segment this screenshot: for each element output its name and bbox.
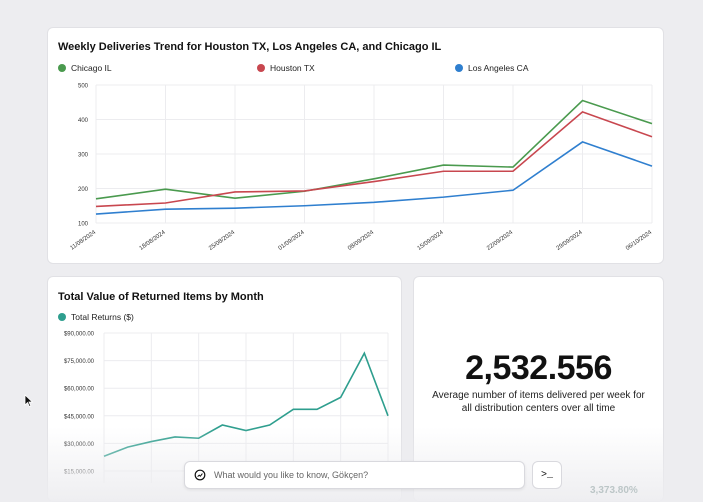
y-tick-label: 300: [78, 153, 89, 159]
x-tick-label: 25/08/2024: [208, 229, 237, 252]
weekly-deliveries-card: Weekly Deliveries Trend for Houston TX, …: [47, 27, 664, 264]
y-tick-label: 500: [78, 84, 89, 90]
weekly-deliveries-chart[interactable]: 100 200 300 400 500 11/08/2024 18/08/2024 25/08…: [48, 28, 664, 264]
legend-label-total-returns: Total Returns ($): [71, 312, 134, 322]
terminal-button[interactable]: >_: [532, 461, 562, 489]
x-tick-label: 01/09/2024: [278, 229, 307, 252]
x-tick-label: 06/10/2024: [625, 229, 654, 252]
y-tick-label: 100: [78, 222, 89, 228]
legend-item-chicago[interactable]: Chicago IL: [58, 63, 112, 73]
legend-dot-houston: [257, 64, 265, 72]
y-tick-label: $90,000.00: [64, 332, 95, 338]
kpi-value: 2,532.556: [465, 349, 612, 387]
weekly-deliveries-title: Weekly Deliveries Trend for Houston TX, …: [58, 41, 442, 53]
y-tick-label: $60,000.00: [64, 387, 95, 393]
y-tick-label: $75,000.00: [64, 359, 95, 365]
series-line-los-angeles-ca: [95, 141, 653, 215]
legend-item-total-returns[interactable]: Total Returns ($): [58, 312, 134, 322]
series-line-houston-tx: [95, 111, 653, 208]
y-tick-label: $15,000.00: [64, 470, 95, 476]
legend-dot-chicago: [58, 64, 66, 72]
legend-label-los-angeles: Los Angeles CA: [468, 63, 529, 73]
legend-label-chicago: Chicago IL: [71, 63, 112, 73]
legend-label-houston: Houston TX: [270, 63, 315, 73]
chat-bubble-icon: [194, 469, 206, 481]
x-tick-label: 08/09/2024: [347, 229, 376, 252]
series-line-chicago-il: [95, 99, 653, 200]
returned-items-title: Total Value of Returned Items by Month: [58, 291, 264, 303]
x-tick-label: 11/08/2024: [69, 229, 97, 251]
legend-dot-los-angeles: [455, 64, 463, 72]
faded-value: 3,373.80%: [590, 485, 638, 496]
y-tick-label: $45,000.00: [64, 414, 95, 420]
legend-dot-total-returns: [58, 313, 66, 321]
mouse-cursor-icon: [24, 394, 34, 408]
ask-bar[interactable]: [184, 461, 525, 489]
legend-item-los-angeles[interactable]: Los Angeles CA: [455, 63, 528, 73]
x-tick-label: 15/09/2024: [417, 229, 446, 252]
ask-input[interactable]: [212, 469, 524, 481]
x-tick-label: 18/08/2024: [139, 229, 168, 252]
kpi-caption: Average number of items delivered per we…: [432, 390, 645, 414]
y-tick-label: $30,000.00: [64, 442, 95, 448]
terminal-icon: >_: [540, 469, 553, 481]
legend-item-houston[interactable]: Houston TX: [257, 63, 315, 73]
y-tick-label: 400: [78, 118, 89, 124]
y-tick-label: 200: [78, 187, 89, 193]
x-tick-label: 29/09/2024: [556, 229, 585, 252]
x-tick-label: 22/09/2024: [486, 229, 515, 252]
